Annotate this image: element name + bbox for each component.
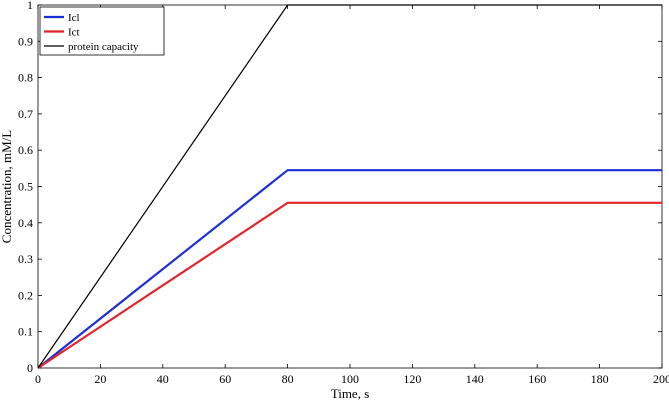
x-tick-label: 0 [35, 372, 41, 386]
y-tick-label: 0.1 [18, 325, 33, 339]
plot-frame [37, 4, 663, 369]
y-tick-label: 0.8 [18, 71, 33, 85]
y-tick-labels: 0 0.1 0.2 0.3 0.4 0.5 0.6 0.7 0.8 0.9 1 [18, 0, 33, 375]
x-tick-label: 180 [591, 372, 609, 386]
x-tick-label: 120 [403, 372, 421, 386]
series-lines [37, 4, 662, 369]
y-tick-label: 0.7 [18, 107, 33, 121]
x-tick-label: 100 [341, 372, 359, 386]
x-tick-label: 20 [94, 372, 106, 386]
y-tick-label: 0.3 [18, 252, 33, 266]
series-line-0 [37, 169, 662, 369]
y-tick-label: 0.5 [18, 180, 33, 194]
y-axis-title: Concentration, mM/L [0, 130, 14, 243]
legend-label: Ict [68, 27, 80, 39]
series-line-2 [37, 4, 662, 369]
series-line-1 [37, 201, 662, 369]
x-tick-label: 200 [653, 372, 669, 386]
y-tick-label: 1 [27, 0, 33, 12]
y-tick-label: 0.2 [18, 288, 33, 302]
x-tick-label: 60 [219, 372, 231, 386]
axis-ticks [37, 4, 663, 369]
x-tick-label: 80 [282, 372, 294, 386]
legend-label: Icl [68, 12, 80, 24]
x-tick-label: 140 [466, 372, 484, 386]
legend-items: Icl Ict protein capacity [44, 12, 139, 53]
legend: Icl Ict protein capacity [39, 6, 165, 56]
y-tick-label: 0 [27, 361, 33, 375]
y-tick-label: 0.6 [18, 143, 33, 157]
x-tick-labels: 0 20 40 60 80 100 120 140 160 180 200 [35, 372, 669, 386]
x-tick-label: 40 [157, 372, 169, 386]
y-tick-label: 0.9 [18, 34, 33, 48]
x-tick-label: 160 [528, 372, 546, 386]
y-tick-label: 0.4 [18, 216, 33, 230]
x-axis-title: Time, s [331, 386, 370, 401]
legend-label: protein capacity [68, 41, 139, 53]
